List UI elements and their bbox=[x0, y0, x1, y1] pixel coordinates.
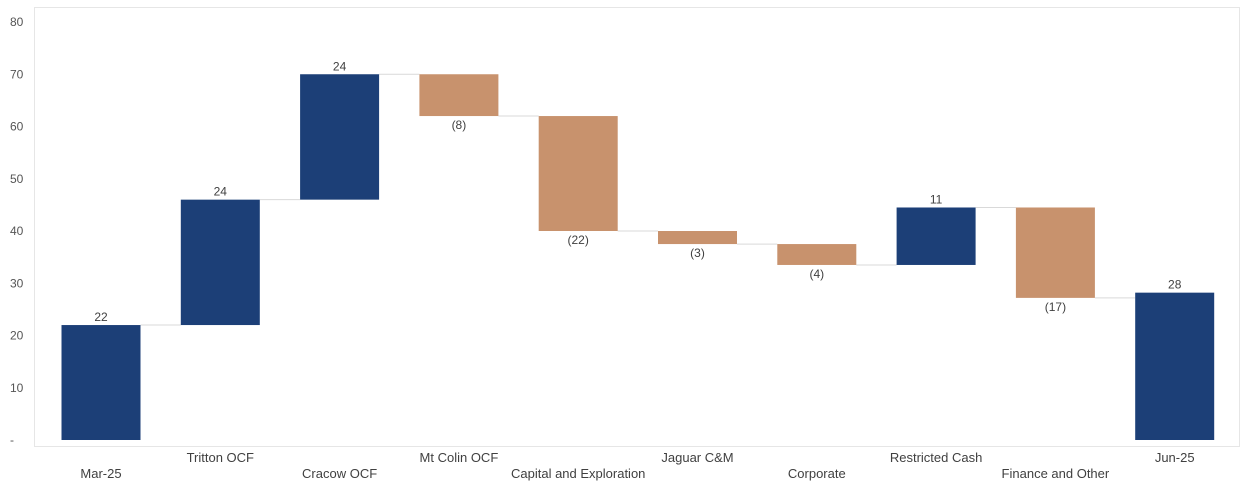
bar-value-label: 28 bbox=[1168, 278, 1182, 292]
waterfall-bar bbox=[300, 74, 380, 200]
bar-value-label: 24 bbox=[333, 59, 347, 73]
bar-value-label: (3) bbox=[690, 246, 705, 260]
x-category-label: Cracow OCF bbox=[302, 466, 377, 481]
y-tick-label: 40 bbox=[10, 224, 24, 238]
y-tick-label: 60 bbox=[10, 120, 24, 134]
x-category-label: Jaguar C&M bbox=[661, 450, 733, 465]
bar-value-label: (17) bbox=[1045, 300, 1066, 314]
waterfall-bar bbox=[419, 74, 499, 117]
bar-value-label: (4) bbox=[809, 267, 824, 281]
y-tick-label: 10 bbox=[10, 381, 24, 395]
x-category-label: Mt Colin OCF bbox=[420, 450, 499, 465]
y-tick-label: 50 bbox=[10, 172, 24, 186]
y-tick-label: 20 bbox=[10, 329, 24, 343]
waterfall-bar bbox=[777, 244, 857, 265]
y-tick-label: - bbox=[10, 433, 14, 447]
bar-value-label: 22 bbox=[94, 310, 108, 324]
waterfall-bar bbox=[61, 325, 141, 440]
waterfall-bar bbox=[1135, 292, 1215, 440]
waterfall-bar bbox=[1015, 207, 1095, 298]
x-category-label: Restricted Cash bbox=[890, 450, 982, 465]
waterfall-bar bbox=[180, 199, 260, 326]
x-category-label: Jun-25 bbox=[1155, 450, 1195, 465]
y-tick-label: 70 bbox=[10, 67, 24, 81]
bar-value-label: 24 bbox=[214, 185, 228, 199]
x-category-label: Mar-25 bbox=[80, 466, 121, 481]
plot-area-frame bbox=[34, 7, 1240, 447]
y-tick-label: 80 bbox=[10, 15, 24, 29]
bar-value-label: (22) bbox=[568, 233, 589, 247]
bar-value-label: 11 bbox=[930, 192, 943, 206]
waterfall-bar bbox=[896, 207, 976, 265]
waterfall-bar bbox=[538, 116, 618, 231]
x-category-label: Finance and Other bbox=[1002, 466, 1110, 481]
bar-value-label: (8) bbox=[452, 118, 467, 132]
waterfall-bar bbox=[658, 231, 737, 245]
x-category-label: Capital and Exploration bbox=[511, 466, 645, 481]
x-category-label: Corporate bbox=[788, 466, 846, 481]
x-category-label: Tritton OCF bbox=[187, 450, 254, 465]
y-tick-label: 30 bbox=[10, 276, 24, 290]
